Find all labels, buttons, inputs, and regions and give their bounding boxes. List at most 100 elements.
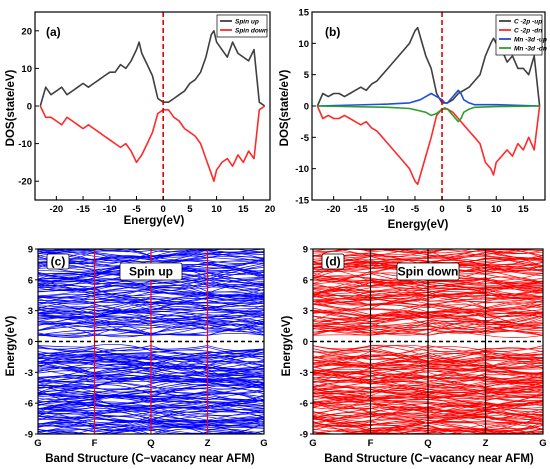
panel-a-xlabel: Energy(eV) [124,215,185,227]
panel-c: Energy(eV) Band Structure (C−vacancy nea… [5,315,255,465]
band-line-c-v13 [38,421,252,434]
panel-a-ylabel: DOS(state/eV) [5,69,17,146]
legend-label-b-0: C -2p -up [514,19,542,26]
panel-label-box-d [321,253,345,270]
y-tick-label-a-4: 20 [21,26,32,37]
kpoint-label-d-0: G [309,438,316,449]
y-tick-label-c-0: -9 [25,430,33,441]
dos-plot-a: -20 -15 -10 -5 0 5 10 15 20 -20 -10 0 10 20 Spin up Spi… [18,11,276,215]
plot-frame-a [34,11,271,201]
y-tick-label-b-3: 0 [304,102,309,113]
legend-label-b-3: Mn -3d -dn [514,46,547,53]
y-tick-label-c-1: -6 [25,399,33,410]
kpoint-label-c-1: F [92,438,98,449]
y-tick-label-b-0: -15 [295,196,309,207]
y-tick-label-c-4: 3 [28,306,33,317]
band-line-d-c106 [356,249,535,253]
legend-label-a-1: Spin down [235,28,268,35]
y-tick-label-b-1: -10 [295,164,309,175]
legend-label-b-1: C -2p -dn [514,28,542,35]
x-tick-label-a-8: 20 [265,204,276,215]
band-line-d-c102 [313,249,543,255]
legend-label-b-2: Mn -3d -up [514,37,547,44]
y-tick-label-a-1: -10 [18,139,32,150]
kpoint-label-d-2: Q [424,438,431,449]
x-tick-label-b-2: -10 [381,204,395,215]
kpoint-label-d-1: F [368,438,374,449]
y-tick-label-d-5: 6 [303,275,308,286]
kpoint-label-c-3: Z [205,438,211,449]
series-line-b-2 [317,89,540,107]
panel-label-d: (d) [325,255,340,269]
y-tick-label-c-5: 6 [28,275,33,286]
y-tick-label-a-0: -20 [18,177,32,188]
x-tick-label-b-0: -20 [327,204,341,215]
panel-c-xlabel: Band Structure (C−vacancy near AFM) [45,453,255,465]
x-tick-label-b-6: 10 [491,204,502,215]
y-tick-label-a-3: 10 [21,64,32,75]
spin-annotation-c: Spin up [129,265,173,279]
spin-annotation-box-d [396,262,460,281]
panel-a-label: (a) [46,25,61,39]
band-plot-c: -9 -6 -3 0 3 6 9 G F Q Z G (c) Spin up [25,241,268,450]
series-line-b-3 [317,105,540,123]
x-tick-label-a-2: -10 [103,204,117,215]
y-tick-label-d-1: -6 [300,399,308,410]
y-tick-label-b-2: -5 [301,133,310,144]
band-line-c-v5 [38,428,247,434]
panel-label-c: (c) [51,255,66,269]
x-tick-label-b-4: 0 [439,204,444,215]
spin-annotation-d: Spin down [398,265,459,279]
panel-d: Energy(eV) Band Structure (C−vacancy nea… [281,315,534,465]
dos-plot-b: -20 -15 -10 -5 0 5 10 15 -15 -10 -5 0 5 10 15 C -2p -up… [295,8,547,216]
panel-b-xlabel: Energy(eV) [388,219,449,231]
y-tick-label-b-4: 5 [304,70,310,81]
band-line-d-c100 [334,249,413,257]
panel-c-ylabel: Energy(eV) [5,315,17,376]
x-tick-label-b-1: -15 [354,204,368,215]
band-line-d-v7 [337,428,543,434]
x-tick-label-a-6: 10 [211,204,222,215]
panel-a: DOS(state/eV) Energy(eV) (a) [5,25,185,227]
band-line-c-c109 [38,241,264,247]
series-line-a-1 [39,105,266,182]
x-tick-label-b-5: 5 [466,204,472,215]
panel-d-ylabel: Energy(eV) [281,315,293,376]
panel-b-ylabel: DOS(state/eV) [279,69,291,146]
x-tick-label-a-4: 0 [161,204,166,215]
kpoint-label-d-4: G [539,438,546,449]
legend-label-a-0: Spin up [235,19,259,26]
x-tick-label-a-7: 15 [238,204,249,215]
y-tick-label-d-0: -9 [300,430,308,441]
x-tick-label-a-3: -5 [132,204,141,215]
x-tick-label-b-7: 15 [518,204,529,215]
band-plot-d: -9 -6 -3 0 3 6 9 G F Q Z G (d) Spin down [300,245,547,450]
y-tick-label-d-4: 3 [303,306,308,317]
y-tick-label-d-6: 9 [303,245,308,256]
panel-b: DOS(state/eV) Energy(eV) (b) [279,25,449,231]
spin-annotation-box-c [119,262,183,281]
y-tick-label-d-2: -3 [300,368,308,379]
y-tick-label-b-5: 10 [298,39,309,50]
panel-b-label: (b) [325,25,340,39]
y-tick-label-c-3: 0 [28,337,33,348]
band-line-c-c101 [38,249,101,254]
y-tick-label-b-6: 15 [298,8,309,19]
kpoint-label-c-0: G [34,438,41,449]
band-line-c-c104 [38,249,129,252]
band-line-d-c103 [467,249,543,252]
y-tick-label-c-2: -3 [25,368,33,379]
y-tick-label-d-3: 0 [303,337,308,348]
y-tick-label-a-2: 0 [27,102,32,113]
kpoint-label-c-4: G [260,438,267,449]
x-tick-label-a-0: -20 [49,204,63,215]
kpoint-label-c-2: Q [147,438,154,449]
x-tick-label-b-3: -5 [411,204,420,215]
kpoint-label-d-3: Z [483,438,489,449]
x-tick-label-a-1: -15 [76,204,90,215]
panel-label-box-c [46,253,70,270]
series-line-b-1 [316,105,541,186]
y-tick-label-c-6: 9 [28,245,33,256]
panel-d-xlabel: Band Structure (C−vacancy near AFM) [324,453,534,465]
